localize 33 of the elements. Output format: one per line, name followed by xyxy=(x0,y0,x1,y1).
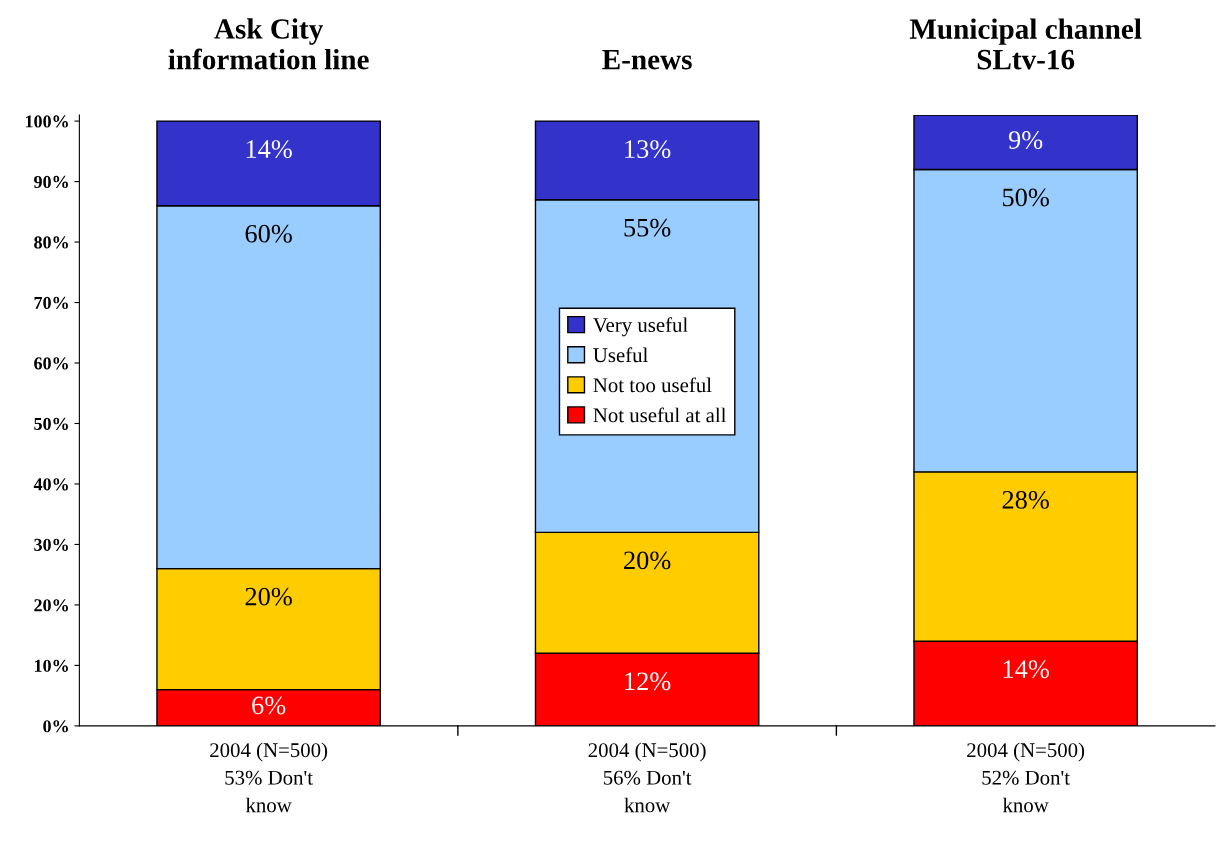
y-tick-label: 50% xyxy=(34,417,68,430)
y-tick-label: 80% xyxy=(34,236,68,249)
data-label: 55% xyxy=(624,218,671,237)
data-label: 12% xyxy=(625,672,671,691)
data-label: 9% xyxy=(1008,131,1043,149)
x-tick-label: 2004 (N=500) 53% Don't know xyxy=(210,742,328,813)
data-label: 60% xyxy=(245,224,292,243)
y-tick-label: 90% xyxy=(34,175,68,189)
y-tick-label: 10% xyxy=(34,659,68,672)
y-tick-label: 20% xyxy=(34,599,68,612)
y-tick-label: 70% xyxy=(34,296,68,310)
legend-label: Useful xyxy=(593,347,648,363)
data-label: 28% xyxy=(1002,490,1049,509)
legend-label: Very useful xyxy=(593,317,688,337)
y-tick-label: 40% xyxy=(33,478,68,491)
data-label: 13% xyxy=(625,140,671,159)
y-tick-label: 0% xyxy=(43,720,68,733)
legend-label: Not too useful xyxy=(593,377,712,393)
x-tick-label: 2004 (N=500) 52% Don't know xyxy=(967,742,1085,813)
text: Ask City information line xyxy=(168,18,369,70)
data-label: 20% xyxy=(245,587,292,606)
data-label: 14% xyxy=(246,140,292,159)
y-tick-label: 30% xyxy=(34,538,68,551)
x-tick-label: 2004 (N=500) 56% Don't know xyxy=(588,742,706,813)
y-tick-label: 60% xyxy=(34,357,68,370)
text: Municipal channel SLtv-16 xyxy=(909,18,1142,70)
text: E-news xyxy=(602,50,692,70)
data-label: 14% xyxy=(1003,660,1049,679)
y-tick-label: 100% xyxy=(25,115,68,128)
data-label: 6% xyxy=(252,696,286,715)
legend-label: Not useful at all xyxy=(593,407,727,423)
data-label: 20% xyxy=(624,551,671,570)
data-label: 50% xyxy=(1002,188,1049,207)
